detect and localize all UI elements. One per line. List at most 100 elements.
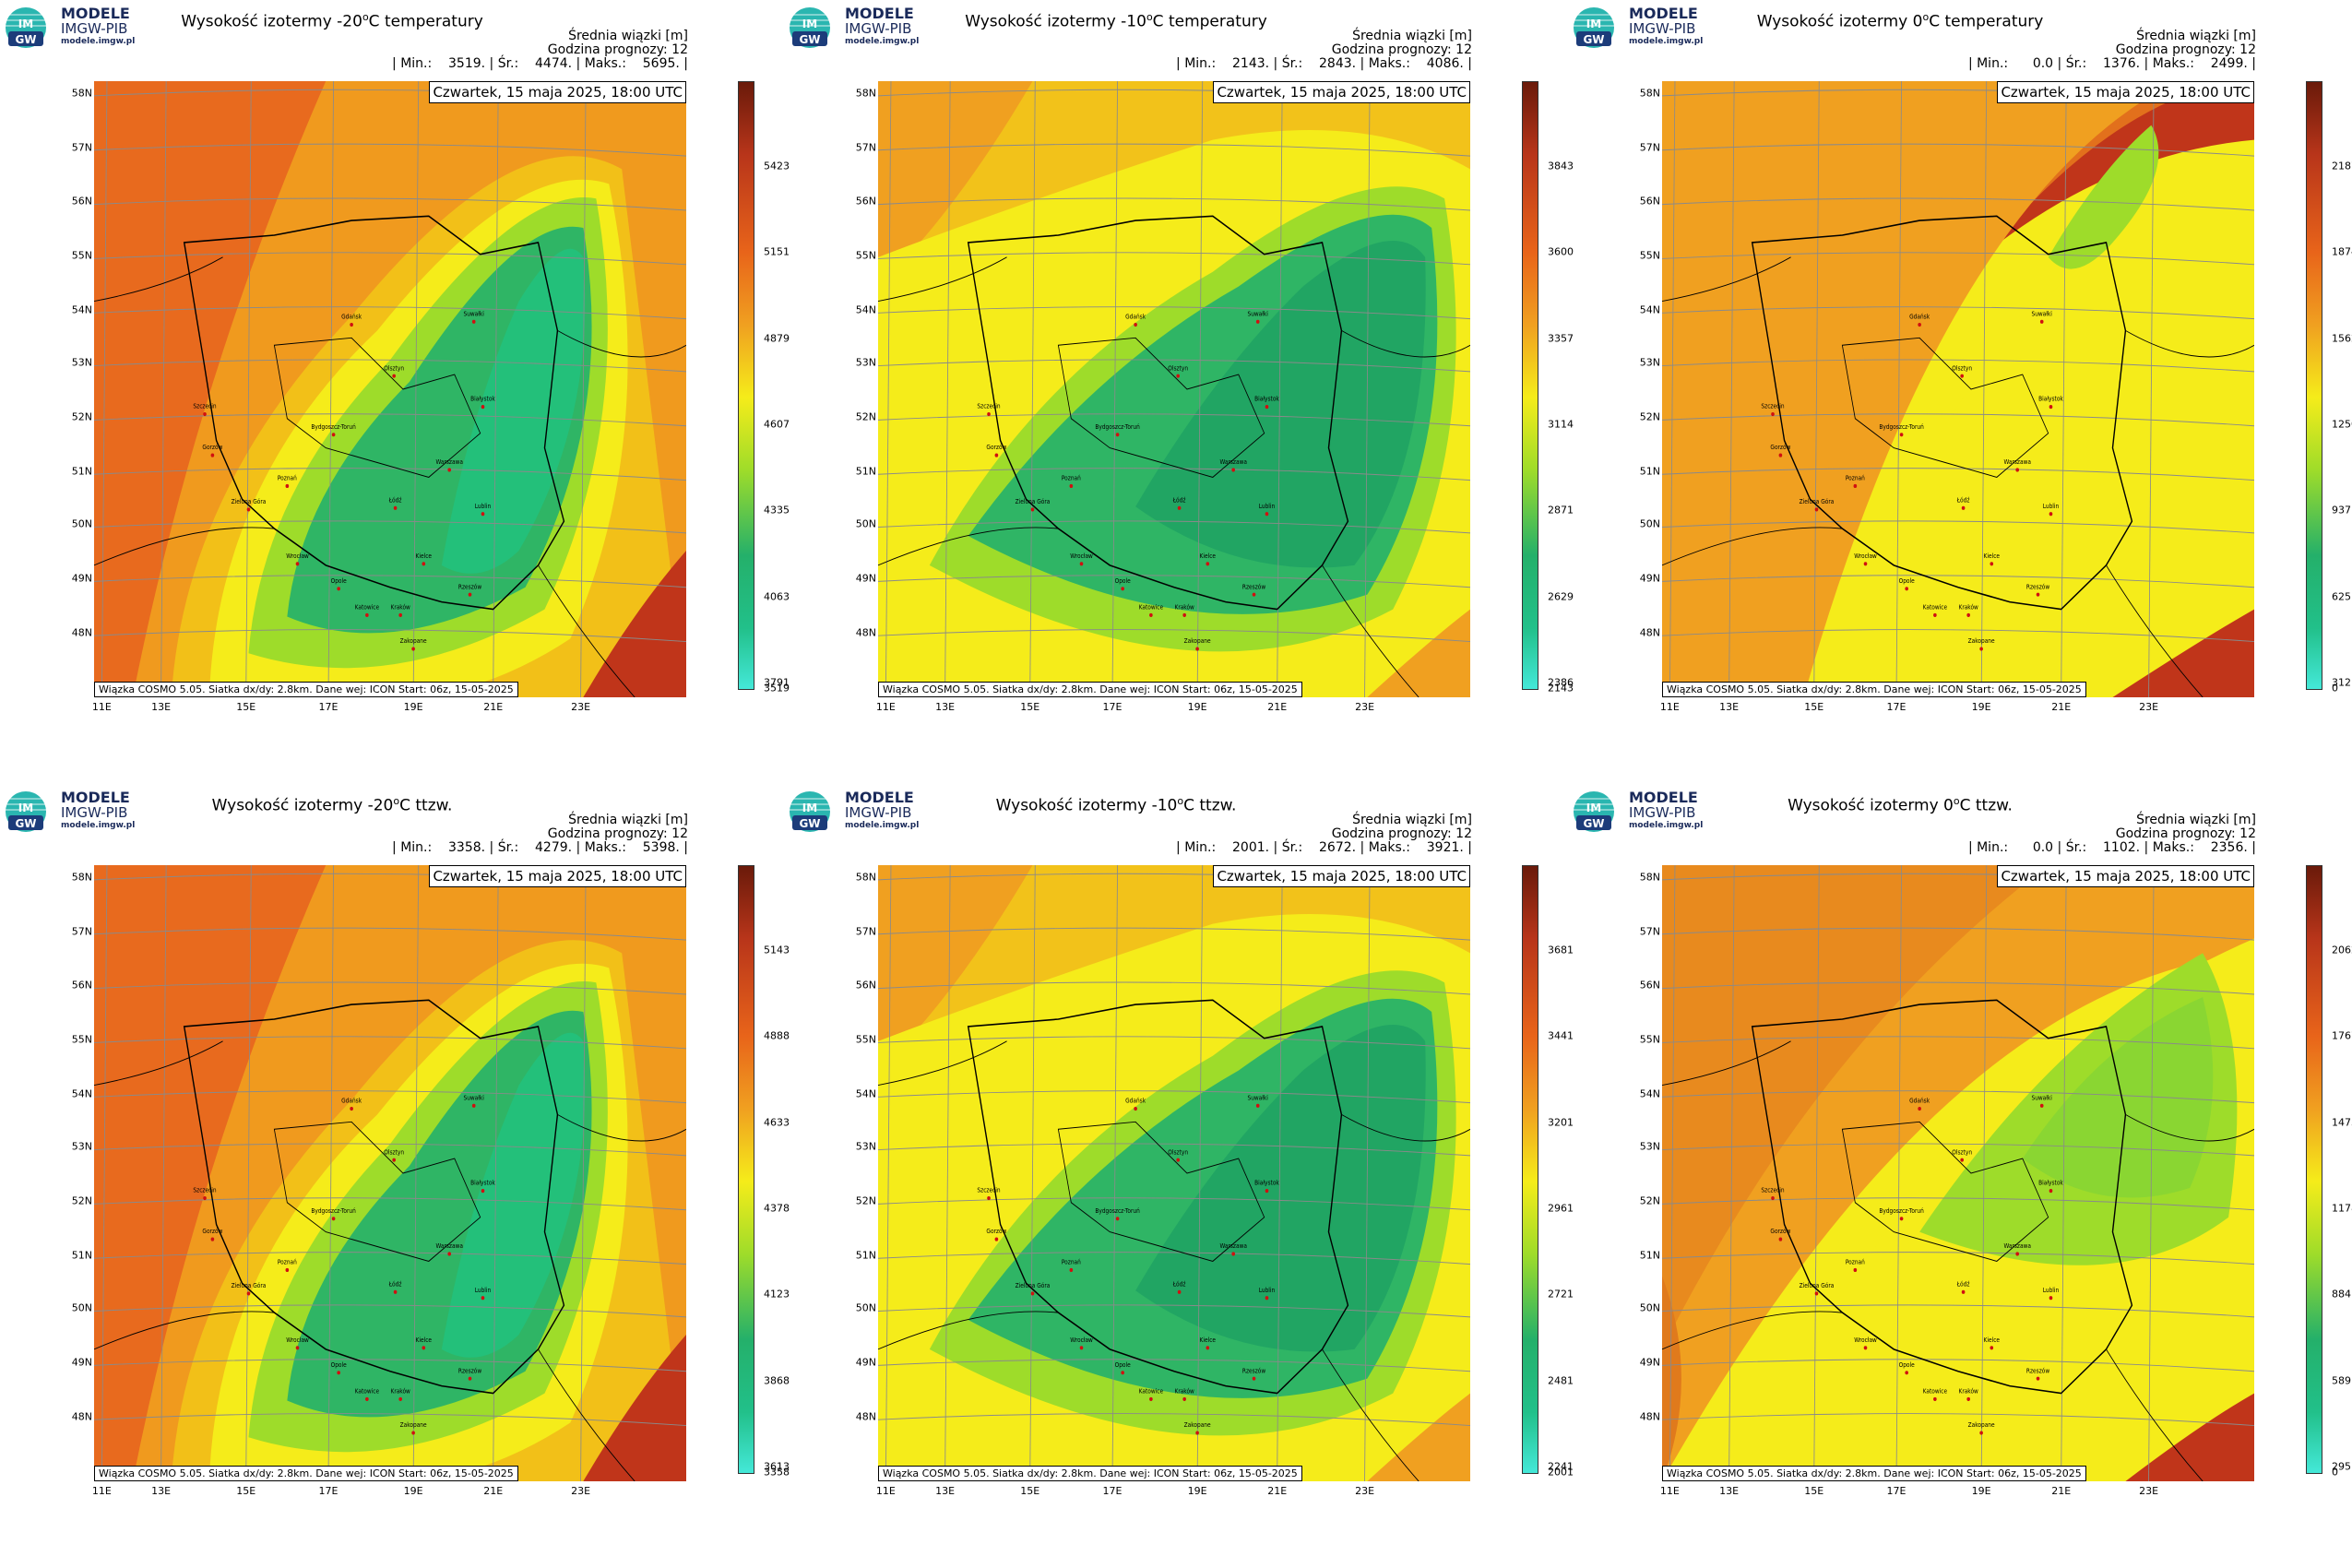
avg-label: Średnia wiązki [m]: [568, 813, 688, 827]
stats-line: | Min.: 2143. | Śr.: 2843. | Maks.: 4086…: [1176, 56, 1472, 71]
city-marker: [411, 647, 415, 651]
city-label: Katowice: [355, 604, 380, 611]
logo-line3: modele.imgw.pl: [845, 37, 920, 46]
stats-line: | Min.: 0.0 | Śr.: 1102. | Maks.: 2356. …: [1967, 840, 2256, 855]
lat-tick: 56N: [71, 195, 92, 208]
colorbar-tick: 5423: [764, 160, 790, 172]
svg-text:GW: GW: [15, 33, 36, 46]
colorbar-tick: 312: [2332, 676, 2351, 689]
city-marker: [1069, 1267, 1074, 1273]
lat-tick: 54N: [855, 303, 876, 316]
city-label: Zielona Góra: [232, 1282, 267, 1290]
latitude-axis: 58N 57N 56N 55N 54N 53N 52N 51N 50N 49N 48N: [839, 865, 876, 1481]
lon-tick: 19E: [1187, 701, 1207, 713]
lon-tick: 17E: [1102, 1485, 1123, 1497]
avg-label: Średnia wiązki [m]: [568, 29, 688, 43]
region-border: [1841, 1121, 2049, 1262]
lat-tick: 57N: [1639, 141, 1660, 154]
city-marker: [994, 453, 999, 457]
colorbar-labels: 5143 4888 4633 4378 4123 3868 3613 3358: [764, 865, 801, 1479]
svg-text:GW: GW: [1583, 33, 1604, 46]
lat-tick: 54N: [71, 1087, 92, 1100]
forecast-map: Gdańsk Olsztyn Suwałki Białystok Szczecin Byd…: [878, 865, 1470, 1481]
city-label: Zakopane: [1184, 1422, 1211, 1429]
colorbar-tick: 3868: [764, 1374, 790, 1387]
lat-tick: 48N: [1639, 626, 1660, 639]
city-label: Poznań: [278, 1258, 297, 1266]
city-marker: [1918, 1106, 1921, 1111]
city-marker: [1265, 405, 1269, 410]
lon-tick: 19E: [1971, 701, 1991, 713]
lat-tick: 50N: [1639, 517, 1660, 530]
city-label: Białystok: [1254, 396, 1279, 402]
logo-line1: MODELE: [1629, 5, 1698, 22]
city-marker: [1030, 1291, 1035, 1296]
map-panel: IM GW MODELE IMGW-PIB modele.imgw.pl Wys…: [784, 0, 1574, 784]
lon-tick: 13E: [935, 701, 956, 713]
lat-tick: 56N: [71, 979, 92, 992]
city-marker: [210, 1237, 215, 1241]
city-label: Szczecin: [977, 1187, 1000, 1194]
city-label: Białystok: [1254, 1180, 1279, 1186]
city-marker: [2049, 1296, 2053, 1301]
city-label: Poznań: [1846, 1258, 1865, 1266]
colorbar-tick: 2143: [1548, 682, 1574, 695]
lat-tick: 48N: [71, 626, 92, 639]
city-label: Rzeszów: [1242, 583, 1265, 591]
region-border: [1057, 1121, 1265, 1262]
lon-tick: 17E: [1102, 701, 1123, 713]
city-marker: [210, 453, 215, 457]
city-label: Katowice: [1923, 1388, 1948, 1395]
city-label: Kielce: [1200, 1337, 1217, 1344]
city-marker: [331, 1217, 336, 1221]
city-label: Gdańsk: [1909, 313, 1930, 321]
city-label: Szczecin: [977, 403, 1000, 410]
lon-tick: 13E: [151, 1485, 172, 1497]
city-label: Gdańsk: [341, 1097, 362, 1105]
map-title: Wysokość izotermy -20oC temperatury: [181, 11, 483, 31]
city-marker: [422, 562, 426, 566]
lon-tick: 17E: [1886, 1485, 1907, 1497]
lat-tick: 51N: [71, 1249, 92, 1262]
colorbar: [2306, 81, 2322, 690]
logo-line2: IMGW-PIB: [845, 804, 912, 821]
city-marker: [481, 1189, 485, 1194]
lat-tick: 48N: [1639, 1410, 1660, 1423]
city-marker: [1905, 1371, 1908, 1375]
city-label: Wrocław: [1070, 1337, 1093, 1344]
colorbar-tick: 4633: [764, 1116, 790, 1129]
lat-tick: 55N: [1639, 1033, 1660, 1046]
city-marker: [1121, 587, 1124, 591]
city-marker: [392, 374, 397, 378]
city-marker: [398, 1396, 402, 1402]
city-marker: [987, 1195, 991, 1201]
colorbar-tick: 589: [2332, 1374, 2351, 1387]
colorbar-tick: 3357: [1548, 332, 1574, 345]
stats-line: | Min.: 3358. | Śr.: 4279. | Maks.: 5398…: [392, 840, 688, 855]
city-marker: [1255, 319, 1260, 324]
longitude-axis: 11E 13E 15E 17E 19E 21E 23E: [92, 1485, 686, 1503]
field-contour: [1662, 1276, 1681, 1481]
stats-line: | Min.: 0.0 | Śr.: 1376. | Maks.: 2499. …: [1967, 56, 2256, 71]
city-marker: [422, 1346, 426, 1350]
city-marker: [2039, 319, 2044, 324]
lon-tick: 15E: [1020, 701, 1040, 713]
city-marker: [471, 319, 476, 324]
colorbar-tick: 3613: [764, 1460, 790, 1473]
city-marker: [350, 322, 353, 327]
city-label: Łódź: [388, 1280, 402, 1289]
lat-tick: 50N: [1639, 1301, 1660, 1314]
date-label: Czwartek, 15 maja 2025, 18:00 UTC: [1213, 865, 1470, 887]
lat-tick: 53N: [71, 356, 92, 369]
city-label: Gdańsk: [341, 313, 362, 321]
city-marker: [411, 1431, 415, 1435]
city-marker: [1115, 1217, 1120, 1221]
city-label: Białystok: [2038, 1180, 2063, 1186]
lat-tick: 57N: [1639, 925, 1660, 938]
city-marker: [1960, 374, 1965, 378]
colorbar-tick: 1473: [2332, 1116, 2352, 1129]
colorbar-tick: 884: [2332, 1288, 2351, 1301]
lon-tick: 13E: [935, 1485, 956, 1497]
lon-tick: 13E: [1719, 701, 1740, 713]
field-contour: [583, 1334, 686, 1481]
